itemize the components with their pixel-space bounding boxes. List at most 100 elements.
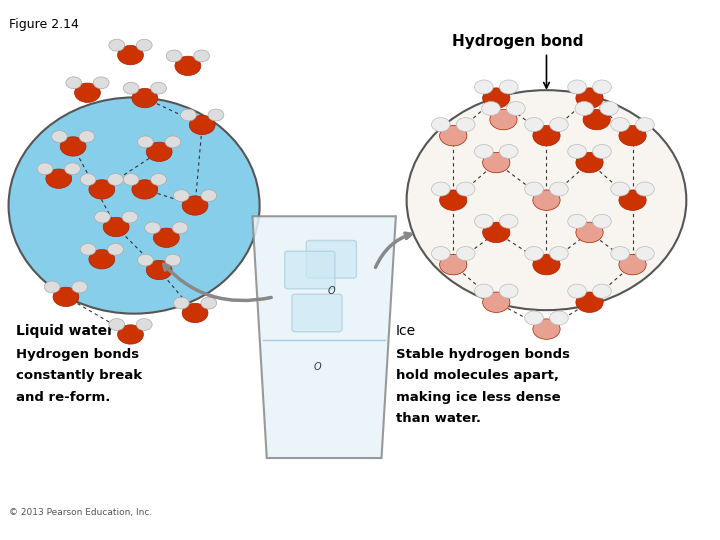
Circle shape xyxy=(474,284,493,298)
Circle shape xyxy=(79,131,95,143)
Circle shape xyxy=(52,131,67,143)
Circle shape xyxy=(525,247,544,260)
Polygon shape xyxy=(253,217,396,458)
Circle shape xyxy=(593,214,611,228)
Circle shape xyxy=(172,222,188,234)
Circle shape xyxy=(175,56,201,76)
Circle shape xyxy=(533,319,560,339)
Circle shape xyxy=(431,247,450,260)
Circle shape xyxy=(65,163,81,174)
Circle shape xyxy=(440,254,467,275)
Circle shape xyxy=(150,173,166,185)
Text: Ice: Ice xyxy=(396,323,416,338)
Circle shape xyxy=(619,190,646,211)
Text: Liquid water: Liquid water xyxy=(16,323,114,338)
Circle shape xyxy=(146,260,172,280)
Circle shape xyxy=(474,145,493,158)
Circle shape xyxy=(456,182,475,196)
Circle shape xyxy=(525,118,544,132)
Circle shape xyxy=(525,182,544,196)
Circle shape xyxy=(533,125,560,146)
Circle shape xyxy=(549,118,568,132)
Circle shape xyxy=(138,254,153,266)
Text: Stable hydrogen bonds: Stable hydrogen bonds xyxy=(396,348,570,361)
Text: O: O xyxy=(328,287,335,296)
Text: Hydrogen bonds: Hydrogen bonds xyxy=(16,348,139,361)
Circle shape xyxy=(80,173,96,185)
Circle shape xyxy=(89,180,114,199)
Circle shape xyxy=(533,190,560,211)
Circle shape xyxy=(611,247,629,260)
Circle shape xyxy=(45,281,60,293)
Circle shape xyxy=(636,182,654,196)
Circle shape xyxy=(500,80,518,94)
Circle shape xyxy=(108,244,123,255)
Text: O: O xyxy=(313,362,321,372)
Circle shape xyxy=(576,152,603,173)
Circle shape xyxy=(456,118,475,132)
Circle shape xyxy=(89,249,114,269)
Circle shape xyxy=(583,110,611,130)
Circle shape xyxy=(431,118,450,132)
Circle shape xyxy=(109,39,125,51)
Circle shape xyxy=(136,39,152,51)
Circle shape xyxy=(194,50,210,62)
Circle shape xyxy=(482,88,510,109)
Circle shape xyxy=(201,190,217,201)
FancyBboxPatch shape xyxy=(284,251,335,289)
Circle shape xyxy=(431,182,450,196)
Circle shape xyxy=(132,89,158,108)
Circle shape xyxy=(500,284,518,298)
Circle shape xyxy=(482,152,510,173)
Circle shape xyxy=(182,196,208,215)
Circle shape xyxy=(165,136,181,148)
Text: © 2013 Pearson Education, Inc.: © 2013 Pearson Education, Inc. xyxy=(9,508,152,517)
Circle shape xyxy=(165,254,181,266)
Ellipse shape xyxy=(9,97,260,314)
Circle shape xyxy=(181,109,197,121)
Text: hold molecules apart,: hold molecules apart, xyxy=(396,369,559,382)
Circle shape xyxy=(576,88,603,109)
Circle shape xyxy=(482,222,510,242)
Circle shape xyxy=(440,190,467,211)
Circle shape xyxy=(75,83,100,103)
Circle shape xyxy=(66,77,81,89)
Ellipse shape xyxy=(407,90,686,310)
Circle shape xyxy=(189,115,215,134)
Circle shape xyxy=(182,303,208,322)
Circle shape xyxy=(619,125,646,146)
Text: and re-form.: and re-form. xyxy=(16,391,110,404)
Circle shape xyxy=(103,218,129,237)
Circle shape xyxy=(166,50,182,62)
Circle shape xyxy=(94,211,110,223)
Circle shape xyxy=(549,247,568,260)
Circle shape xyxy=(568,214,586,228)
Circle shape xyxy=(549,182,568,196)
Circle shape xyxy=(153,228,179,247)
Circle shape xyxy=(568,284,586,298)
Circle shape xyxy=(593,80,611,94)
Circle shape xyxy=(533,254,560,275)
Circle shape xyxy=(619,254,646,275)
FancyBboxPatch shape xyxy=(292,294,342,332)
Circle shape xyxy=(456,247,475,260)
Circle shape xyxy=(53,287,79,307)
Circle shape xyxy=(174,297,189,309)
Circle shape xyxy=(549,311,568,325)
Text: constantly break: constantly break xyxy=(16,369,142,382)
Circle shape xyxy=(109,319,125,330)
Circle shape xyxy=(201,297,217,309)
Text: Hydrogen bond: Hydrogen bond xyxy=(452,34,583,49)
Circle shape xyxy=(123,173,139,185)
Circle shape xyxy=(108,173,123,185)
Circle shape xyxy=(611,118,629,132)
Circle shape xyxy=(117,45,143,65)
Circle shape xyxy=(611,182,629,196)
Circle shape xyxy=(636,118,654,132)
Circle shape xyxy=(576,222,603,242)
Circle shape xyxy=(576,292,603,313)
Circle shape xyxy=(122,211,138,223)
Circle shape xyxy=(500,214,518,228)
Circle shape xyxy=(474,214,493,228)
Circle shape xyxy=(568,145,586,158)
